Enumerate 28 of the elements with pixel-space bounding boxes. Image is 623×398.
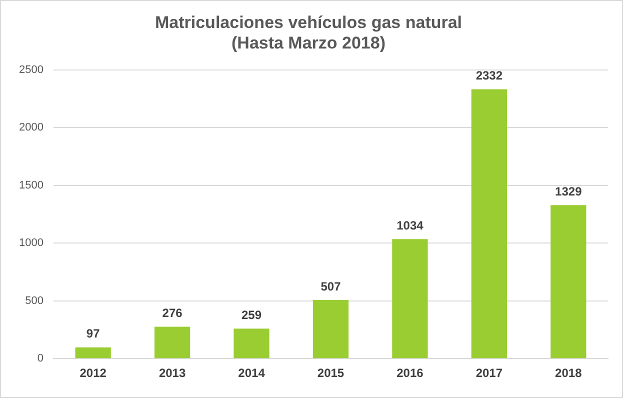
y-tick-label: 500 [25,294,44,307]
y-tick-label: 2500 [18,64,44,76]
data-label: 1329 [555,184,582,198]
bar [312,300,349,358]
bar [154,326,190,358]
data-label: 97 [86,326,100,341]
data-label: 507 [320,279,342,294]
x-tick-label: 2018 [555,366,582,380]
y-tick-label: 1000 [18,237,44,250]
chart-title: Matriculaciones vehículos gas natural (Hasta Marzo 2018) [154,12,462,52]
data-label: 276 [162,306,183,320]
x-tick-label: 2017 [476,366,503,380]
x-tick-label: 2014 [238,366,266,380]
x-tick-label: 2012 [80,366,107,380]
y-tick-label: 0 [37,352,44,365]
x-tick-label: 2016 [396,366,424,380]
data-label: 259 [242,308,262,322]
x-tick-label: 2013 [158,366,186,380]
y-tick-label: 1500 [18,179,44,192]
bar [234,328,270,358]
bar [392,239,428,358]
bar [550,205,586,358]
y-tick-label: 2000 [18,122,44,134]
x-tick-label: 2015 [317,366,344,380]
bar [471,89,507,358]
data-label: 1034 [396,218,424,232]
data-label: 2332 [476,68,503,83]
bar [75,347,111,358]
